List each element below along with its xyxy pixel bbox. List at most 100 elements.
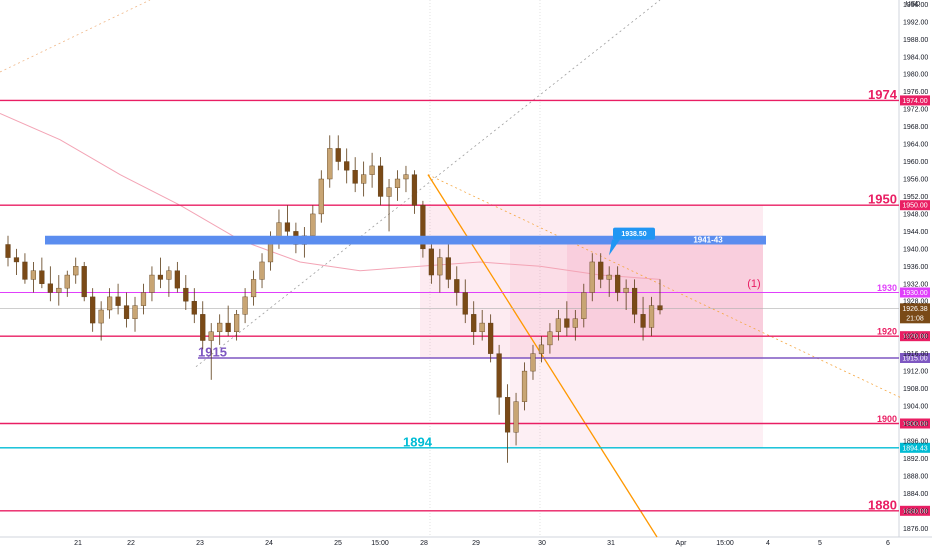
x-tick-8: 30 [538, 540, 546, 547]
candle-body-49 [420, 204, 426, 250]
y-tick-1936: 1936.00 [903, 264, 928, 271]
y-tick-1952: 1952.00 [903, 194, 928, 201]
shaded-zone-3 [567, 244, 763, 337]
candle-body-67 [572, 318, 578, 328]
candle-body-5 [47, 283, 53, 293]
level-tag-1950: 1950.00 [902, 203, 927, 210]
y-tick-1896: 1896.00 [903, 438, 928, 445]
candle-body-54 [462, 292, 468, 315]
x-tick-5: 15:00 [371, 540, 389, 547]
y-tick-1920: 1920.00 [903, 334, 928, 341]
y-tick-1988: 1988.00 [903, 37, 928, 44]
y-tick-1948: 1948.00 [903, 211, 928, 218]
y-tick-1940: 1940.00 [903, 246, 928, 253]
level-tag-bg-1930 [900, 287, 930, 298]
y-tick-1976: 1976.00 [903, 89, 928, 96]
candle-body-44 [377, 165, 384, 197]
candle-body-0 [5, 244, 11, 258]
x-tick-3: 24 [265, 540, 273, 547]
dotted-trendline-falling [427, 174, 901, 398]
level-tag-1974: 1974.00 [902, 98, 927, 105]
candle-body-42 [361, 174, 367, 184]
y-tick-1880: 1880.00 [903, 508, 928, 515]
y-tick-1912: 1912.00 [903, 369, 928, 376]
candle-body-66 [564, 318, 570, 328]
callout-pointer [609, 239, 620, 256]
y-tick-1908: 1908.00 [903, 386, 928, 393]
dotted-trendline-rising [195, 0, 661, 368]
x-tick-6: 28 [420, 540, 428, 547]
candle-body-14 [123, 305, 130, 319]
level-tag-bg-1950 [900, 200, 930, 211]
candle-body-64 [547, 331, 553, 346]
candle-body-28 [242, 296, 248, 315]
candle-body-21 [183, 287, 189, 302]
candle-body-26 [225, 322, 231, 333]
candle-body-37 [318, 178, 324, 215]
candle-body-69 [589, 261, 595, 293]
level-tag-1930: 1930.00 [902, 290, 927, 297]
x-tick-0: 21 [74, 540, 82, 547]
candle-body-19 [166, 270, 172, 280]
x-tick-10: Apr [676, 540, 688, 547]
candle-body-4 [39, 270, 45, 284]
resistance-zone-label: 1941-43 [693, 236, 723, 245]
candle-body-11 [98, 309, 104, 324]
x-tick-7: 29 [472, 540, 480, 547]
moving-average [0, 113, 661, 280]
level-tag-bg-1900 [900, 418, 930, 429]
y-tick-1996: 1996.00 [903, 2, 928, 9]
candle-body-47 [403, 174, 409, 180]
y-tick-1876: 1876.00 [903, 526, 928, 533]
candle-body-61 [521, 370, 528, 402]
y-tick-1928: 1928.00 [903, 299, 928, 306]
candle-body-8 [73, 266, 79, 276]
x-tick-9: 31 [607, 540, 615, 547]
candle-body-36 [310, 213, 316, 236]
annotations: 1941-43 1938.50 (1) [45, 227, 766, 290]
level-tag-1894: 1894.43 [902, 445, 927, 452]
level-tag-1915: 1915.00 [902, 356, 927, 363]
x-tick-4: 25 [334, 540, 342, 547]
candle-body-71 [606, 274, 612, 280]
candle-body-29 [250, 279, 257, 298]
current-price-countdown: 21:08 [906, 315, 924, 322]
candle-body-27 [234, 314, 240, 333]
solid-trendline-down [427, 174, 658, 538]
level-label-1915: 1915 [198, 345, 227, 360]
callout-box [613, 227, 655, 240]
candle-body-46 [394, 178, 401, 188]
candle-body-18 [157, 274, 164, 280]
y-tick-1964: 1964.00 [903, 142, 928, 149]
current-price-value: 1926.38 [902, 306, 927, 313]
candle-body-16 [140, 292, 147, 306]
moving-average-line [0, 113, 661, 280]
resistance-zone-bar [45, 235, 766, 245]
candle-body-70 [598, 261, 604, 280]
candle-body-39 [335, 148, 341, 162]
x-tick-2: 23 [196, 540, 204, 547]
candle-body-48 [411, 174, 418, 206]
time-axis[interactable]: 21 22 23 24 25 15:00 28 29 30 31 Apr 15:00 4 5 6 [74, 540, 890, 547]
candle-body-10 [90, 296, 96, 324]
candle-body-33 [284, 222, 291, 232]
candle-body-52 [445, 257, 451, 280]
horizontal-levels: 1974 1974.00 1950 1950.00 1930 1930.00 1920 192… [0, 87, 930, 516]
candle-body-63 [538, 344, 545, 354]
candle-body-38 [327, 148, 333, 180]
level-label-1880: 1880 [868, 497, 897, 512]
candle-body-7 [64, 274, 70, 289]
candlestick-series [5, 135, 663, 463]
candle-body-75 [640, 314, 646, 328]
candle-body-30 [259, 261, 265, 280]
x-tick-14: 6 [886, 540, 890, 547]
candle-body-12 [107, 296, 113, 311]
level-label-1930: 1930 [877, 283, 897, 293]
price-axis[interactable]: USD 1876.00 1880.00 1884.00 1888.00 1892.00 18… [900, 1, 930, 533]
level-tag-1900: 1900.00 [902, 421, 927, 428]
candle-body-68 [581, 292, 587, 319]
level-tag-bg-1880 [900, 505, 930, 516]
candle-body-45 [386, 187, 392, 197]
candle-body-23 [200, 314, 206, 341]
